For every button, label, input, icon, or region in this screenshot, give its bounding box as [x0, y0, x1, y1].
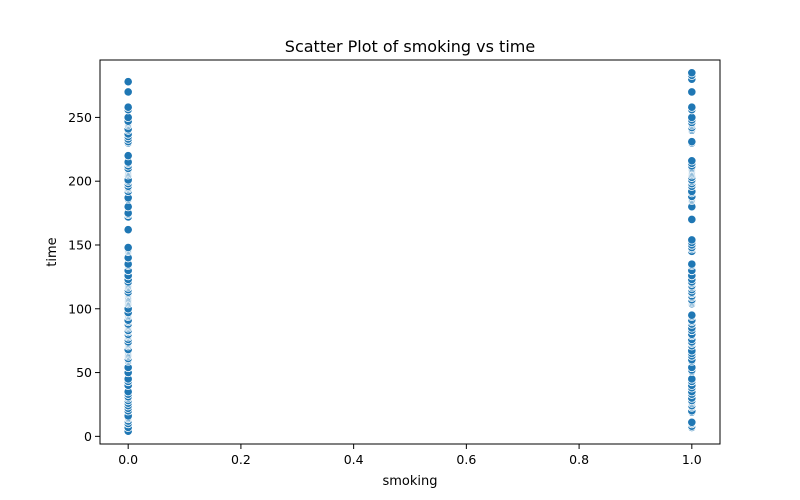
x-tick-label: 0.8 [569, 452, 589, 467]
data-point [687, 156, 697, 166]
data-point [687, 259, 697, 269]
plot-area [99, 59, 721, 445]
data-point [687, 374, 697, 384]
x-axis-label: smoking [382, 474, 437, 489]
data-point [687, 102, 697, 112]
y-tick-label: 200 [68, 174, 92, 189]
x-tick-label: 1.0 [682, 452, 702, 467]
data-point [123, 202, 133, 212]
data-point [123, 112, 133, 123]
y-axis: 0 50 100 150 200 250 [68, 110, 100, 444]
data-points [123, 68, 697, 436]
y-tick-label: 100 [68, 301, 92, 316]
x-tick-label: 0.4 [344, 452, 364, 467]
y-tick-label: 150 [68, 237, 92, 252]
y-tick-label: 50 [76, 365, 92, 380]
x-tick-label: 0.6 [456, 452, 476, 467]
data-point [687, 137, 697, 147]
y-tick-label: 250 [68, 110, 92, 125]
data-point [687, 87, 697, 97]
data-point [687, 68, 697, 78]
data-point [123, 102, 133, 112]
data-point [123, 242, 133, 253]
y-axis-label: time [45, 237, 60, 266]
x-axis: 0.0 0.2 0.4 0.6 0.8 1.0 [118, 444, 702, 467]
y-tick-label: 0 [84, 429, 92, 444]
data-point [687, 214, 697, 225]
data-point [123, 77, 133, 87]
data-point [123, 151, 133, 161]
data-point [123, 87, 133, 97]
data-point [687, 310, 697, 320]
chart-title: Scatter Plot of smoking vs time [285, 37, 535, 56]
data-point [123, 225, 133, 235]
data-point [687, 112, 697, 123]
data-point [687, 235, 697, 245]
x-tick-label: 0.0 [118, 452, 138, 467]
x-tick-label: 0.2 [231, 452, 251, 467]
data-point [687, 417, 697, 427]
plot-frame [99, 59, 721, 445]
